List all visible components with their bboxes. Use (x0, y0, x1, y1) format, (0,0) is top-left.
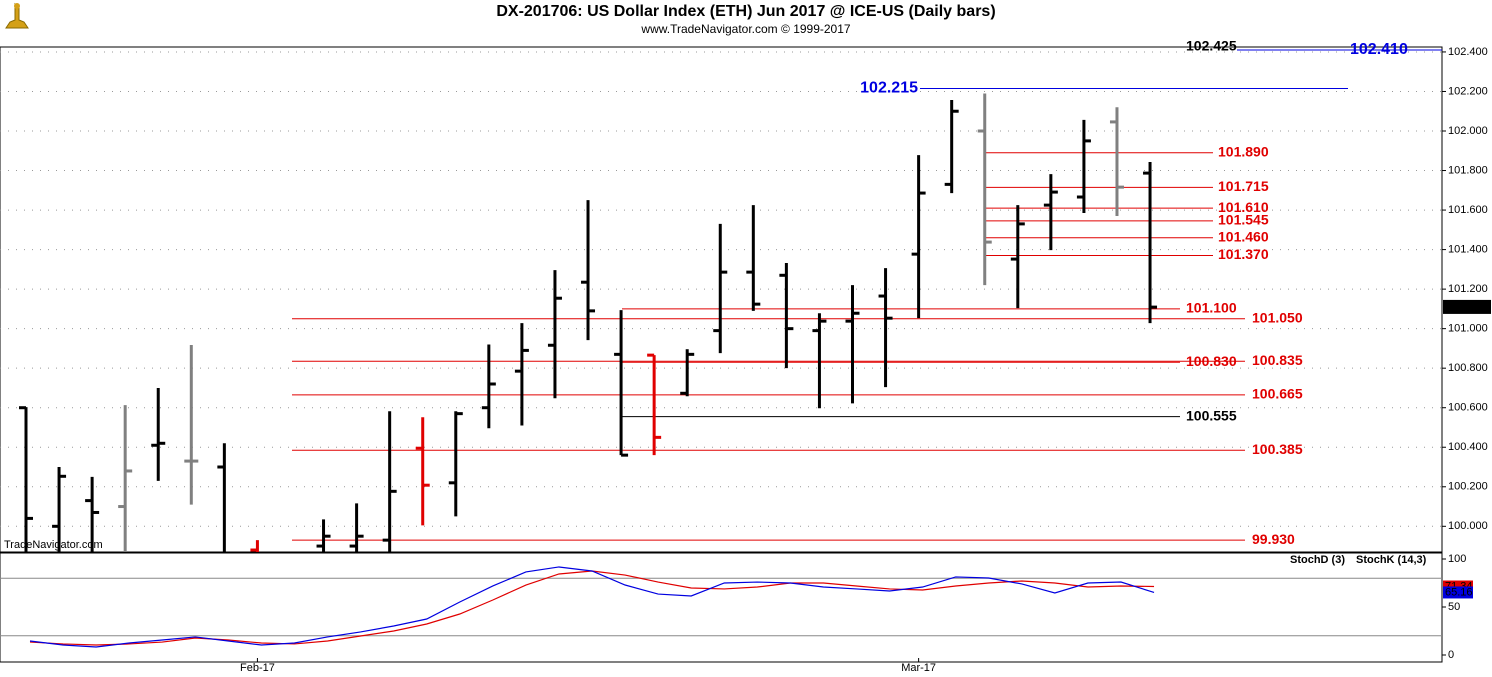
level-label: 101.460 (1218, 228, 1269, 244)
watermark: TradeNavigator.com (4, 539, 103, 551)
level-label: 99.930 (1252, 531, 1295, 547)
y-tick-label: 100.000 (1448, 520, 1488, 532)
overlay: 100.000 100.200 100.400 100.600 100.800 101.0… (240, 38, 1491, 674)
level-label: 100.835 (1252, 352, 1303, 368)
level-label: 101.050 (1252, 309, 1303, 325)
level-label: 102.425 (1186, 38, 1237, 54)
level-label: 101.715 (1218, 178, 1269, 194)
last-value-box (1443, 586, 1473, 599)
level-label: 101.100 (1186, 300, 1237, 316)
chart-subtitle: www.TradeNavigator.com © 1999-2017 (640, 22, 850, 36)
legend-entry: StochD (3) (1290, 554, 1345, 566)
stoch-panel (0, 552, 1443, 663)
level-label: 101.610 (1218, 199, 1269, 215)
level-label: 102.410 (1350, 41, 1408, 58)
logo (5, 2, 29, 29)
level-label: 102.215 (860, 80, 918, 97)
y-tick-label: 100.200 (1448, 481, 1488, 493)
y-tick-label: 100.400 (1448, 441, 1488, 453)
level-label: 101.890 (1218, 143, 1269, 159)
last-value-label: 65.16 (1445, 586, 1473, 598)
y-tick-label: 102.200 (1448, 85, 1488, 97)
level-label: 100.385 (1252, 441, 1303, 457)
y-tick-label: 101.200 (1448, 283, 1488, 295)
level-label: 100.830 (1186, 353, 1237, 369)
y-tick-label: 102.400 (1448, 46, 1488, 58)
level-label: 101.370 (1218, 246, 1269, 262)
y-tick-label: 101.600 (1448, 204, 1488, 216)
y-tick-label: 102.000 (1448, 125, 1488, 137)
stoch-line (29, 570, 1155, 646)
y-tick-label: 100.600 (1448, 402, 1488, 414)
y-tick-label: 101.400 (1448, 243, 1488, 255)
chart-title: DX-201706: US Dollar Index (ETH) Jun 201… (496, 3, 995, 20)
y-tick-label: 101.000 (1448, 323, 1488, 335)
level-label: 100.665 (1252, 386, 1303, 402)
y-tick-label: 100.800 (1448, 362, 1488, 374)
last-price-label: 101.110 (1445, 301, 1484, 313)
level-label: 100.555 (1186, 407, 1237, 423)
last-price-box (1443, 299, 1491, 314)
y-tick-label: 50 (1448, 601, 1460, 613)
main-panel (0, 46, 1443, 553)
legend-entry: StochK (14,3) (1356, 554, 1427, 566)
level-label: 101.545 (1218, 212, 1269, 228)
y-tick-label: 0 (1448, 649, 1454, 661)
x-tick-label: Mar-17 (901, 662, 936, 674)
y-tick-label: 100 (1448, 553, 1466, 565)
stoch-line (29, 566, 1155, 648)
x-tick-label: Feb-17 (240, 662, 275, 674)
price-plot (0, 47, 1442, 552)
y-tick-label: 101.800 (1448, 164, 1488, 176)
stoch-plot (0, 566, 1442, 648)
